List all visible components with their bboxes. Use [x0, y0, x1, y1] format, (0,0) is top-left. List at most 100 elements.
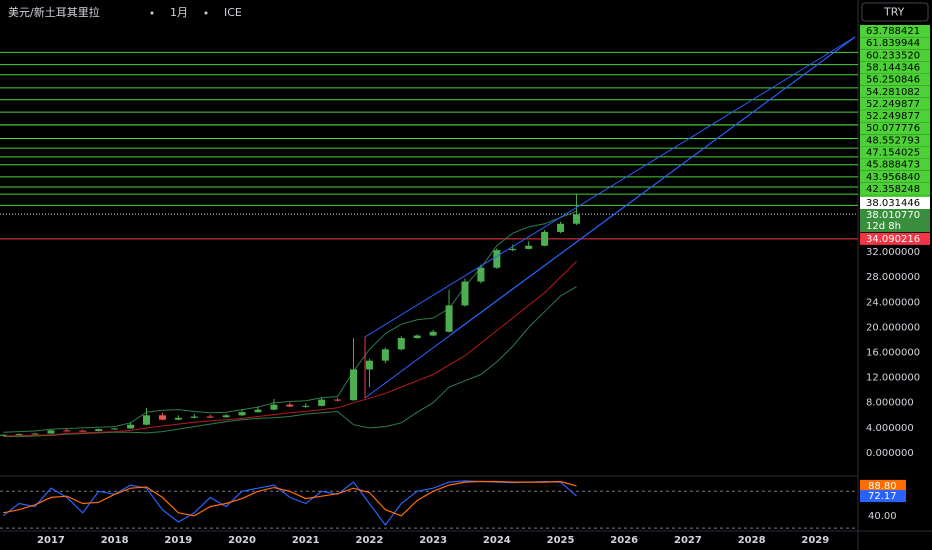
exchange: ICE: [224, 6, 242, 19]
candle-body: [111, 428, 119, 430]
close-price-label: 38.010770: [866, 210, 920, 221]
level-label-bg: [860, 85, 930, 98]
osc-k-label: 72.17: [868, 491, 897, 502]
trendlines: [364, 36, 856, 399]
level-label: 52.249877: [866, 111, 920, 122]
level-label-bg: [860, 37, 930, 50]
level-label: 43.956840: [866, 172, 920, 183]
x-tick-label: 2023: [419, 535, 447, 546]
header: 美元/新土耳其里拉 1月 ICE TRY: [8, 2, 929, 22]
x-tick-label: 2028: [738, 535, 766, 546]
level-label-bg: [860, 97, 930, 110]
level-label-bg: [860, 61, 930, 74]
candle-body: [302, 405, 310, 407]
candle-body: [31, 433, 39, 435]
candle-body: [158, 415, 166, 420]
level-label: 48.552793: [866, 135, 920, 146]
candle-body: [493, 250, 501, 268]
level-label: 45.888473: [866, 160, 920, 171]
countdown: 12d 8h: [866, 221, 901, 232]
level-label: 61.839944: [866, 38, 920, 49]
trendline: [364, 36, 856, 338]
trendline: [449, 36, 856, 336]
candle-body: [63, 430, 71, 432]
currency[interactable]: TRY: [883, 6, 905, 19]
candle-body: [15, 434, 23, 436]
level-label-bg: [860, 73, 930, 86]
candle-body: [174, 417, 182, 420]
candle-body: [350, 369, 358, 401]
candle-body: [270, 404, 278, 410]
osc-k-bg: [860, 490, 906, 503]
separator: [204, 11, 208, 15]
x-tick-label: 2022: [356, 535, 384, 546]
currency-button[interactable]: [861, 2, 929, 22]
candle-body: [429, 331, 437, 336]
y-tick-label: 28.000000: [866, 272, 920, 283]
level-label: 54.281082: [866, 87, 920, 98]
red-level-bg: [860, 232, 930, 245]
y-tick-label: 24.000000: [866, 297, 920, 308]
x-tick-label: 2029: [801, 535, 829, 546]
candle-body: [238, 412, 246, 416]
candle-body: [206, 416, 214, 418]
level-label-bg: [860, 110, 930, 123]
osc-d-label: 88.80: [868, 481, 897, 492]
level-label-bg: [860, 170, 930, 183]
y-tick-label: 4.000000: [866, 423, 914, 434]
moving-average: [3, 261, 577, 437]
candle-body: [286, 404, 294, 407]
level-label-bg: [860, 146, 930, 159]
x-tick-label: 2017: [37, 535, 65, 546]
lower-band: [3, 286, 577, 438]
candle-body: [477, 267, 485, 282]
symbol: 美元/新土耳其里拉: [8, 5, 100, 19]
candle-body: [397, 338, 405, 350]
candle-body: [47, 430, 55, 434]
candle-body: [572, 214, 580, 224]
candle-body: [143, 415, 151, 425]
x-tick-label: 2019: [164, 535, 192, 546]
candle-body: [365, 360, 373, 370]
candle-body: [254, 409, 262, 413]
candle-body: [461, 281, 469, 306]
y-tick-label: 16.000000: [866, 347, 920, 358]
level-label-bg: [860, 158, 930, 171]
candle-body: [79, 430, 87, 432]
candle-body: [222, 415, 230, 418]
y-tick-label: 12.000000: [866, 373, 920, 384]
candle-body: [557, 223, 565, 232]
candle-body: [127, 424, 135, 429]
level-label-bg: [860, 122, 930, 135]
level-label: 52.249877: [866, 99, 920, 110]
candle-body: [190, 416, 198, 418]
separator: [150, 11, 154, 15]
x-tick-label: 2024: [483, 535, 511, 546]
level-label: 58.144346: [866, 62, 920, 73]
level-label: 60.233520: [866, 50, 920, 61]
x-tick-label: 2021: [292, 535, 320, 546]
x-tick-label: 2025: [547, 535, 575, 546]
candle-body: [525, 245, 533, 249]
x-tick-label: 2026: [610, 535, 638, 546]
candle-body: [509, 248, 517, 251]
last-price-label: 38.031446: [866, 198, 920, 209]
candle-body: [0, 434, 7, 436]
level-label-bg: [860, 49, 930, 62]
red-level-label: 34.090216: [866, 234, 920, 245]
interval[interactable]: 1月: [170, 6, 188, 19]
candle-body: [318, 399, 326, 406]
y-tick-label: 8.000000: [866, 398, 914, 409]
level-label: 56.250846: [866, 75, 920, 86]
level-label: 50.077776: [866, 123, 920, 134]
candle-body: [445, 305, 453, 332]
x-tick-label: 2018: [101, 535, 129, 546]
stochastic-d: [3, 480, 577, 517]
x-tick-label: 2027: [674, 535, 702, 546]
y-tick-label: 20.000000: [866, 322, 920, 333]
close-price-bg: [860, 209, 930, 232]
x-tick-label: 2020: [228, 535, 256, 546]
level-label: 42.358248: [866, 184, 920, 195]
